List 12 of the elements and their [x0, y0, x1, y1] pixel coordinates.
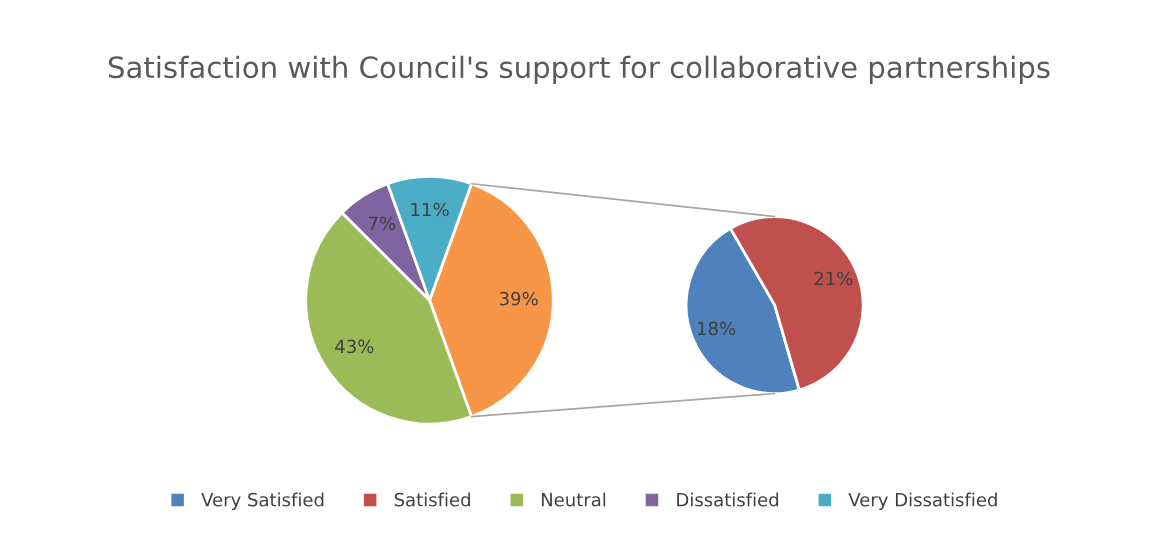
chart-title: Satisfaction with Council's support for collaborative partnerships	[108, 55, 1050, 84]
legend-label: Very Satisfied	[201, 492, 324, 511]
data-label: 21%	[814, 271, 853, 286]
data-label: 11%	[411, 202, 449, 217]
legend-label: Very Dissatisfied	[848, 492, 997, 511]
data-label: 43%	[335, 339, 374, 354]
data-label: 7%	[368, 216, 396, 231]
legend-label: Dissatisfied	[677, 492, 779, 507]
data-label: 18%	[698, 321, 736, 336]
legend-label: Neutral	[541, 492, 606, 507]
data-label: 39%	[499, 291, 538, 306]
legend-label: Satisfied	[394, 492, 470, 507]
